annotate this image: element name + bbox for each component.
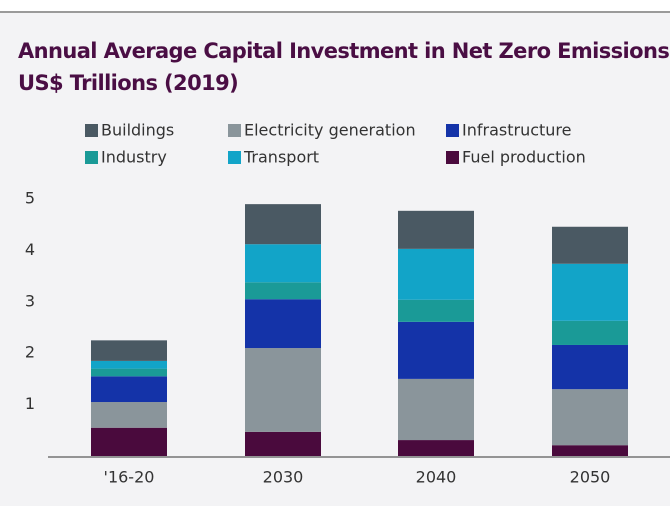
bar-segment (552, 263, 628, 321)
bar-segment (552, 389, 628, 446)
bar-segment (245, 282, 321, 300)
bar-segment (91, 427, 167, 456)
legend-label: Transport (243, 148, 319, 167)
bar-segment (398, 321, 474, 379)
bar-segment (398, 378, 474, 441)
bar-segment (245, 244, 321, 283)
legend-swatch (85, 124, 98, 137)
legend-label: Buildings (101, 121, 174, 140)
chart-title: Annual Average Capital Investment in Net… (18, 39, 670, 63)
legend-label: Electricity generation (244, 121, 416, 140)
y-tick-label: 1 (25, 394, 35, 413)
legend-swatch (446, 124, 459, 137)
bar-segment (552, 344, 628, 390)
y-tick-label: 5 (25, 189, 35, 208)
bar-segment (245, 204, 321, 245)
x-tick-label: 2050 (570, 468, 611, 487)
legend-label: Industry (101, 148, 167, 167)
bar-segment (91, 360, 167, 369)
y-tick-label: 3 (25, 291, 35, 310)
bar-segment (91, 376, 167, 403)
y-tick-label: 4 (25, 240, 35, 259)
x-tick-label: 2030 (263, 468, 304, 487)
legend-swatch (446, 151, 459, 164)
bar-segment (398, 440, 474, 456)
x-tick-label: 2040 (416, 468, 457, 487)
legend-label: Fuel production (462, 148, 586, 167)
legend-label: Infrastructure (462, 121, 571, 140)
bar-segment (552, 320, 628, 345)
bar-segment (552, 226, 628, 264)
legend-swatch (228, 124, 241, 137)
y-tick-label: 2 (25, 343, 35, 362)
bar-segment (245, 431, 321, 456)
chart-subtitle: US$ Trillions (2019) (18, 71, 238, 95)
legend-swatch (228, 151, 241, 164)
bar-segment (398, 299, 474, 322)
legend-swatch (85, 151, 98, 164)
bar-segment (91, 340, 167, 361)
x-tick-label: '16-20 (104, 468, 155, 487)
bar-segment (398, 248, 474, 300)
bar-segment (245, 348, 321, 432)
bar-segment (552, 445, 628, 456)
bar-segment (398, 210, 474, 249)
bar-segment (91, 402, 167, 428)
bar-segment (245, 299, 321, 349)
bar-segment (91, 368, 167, 377)
